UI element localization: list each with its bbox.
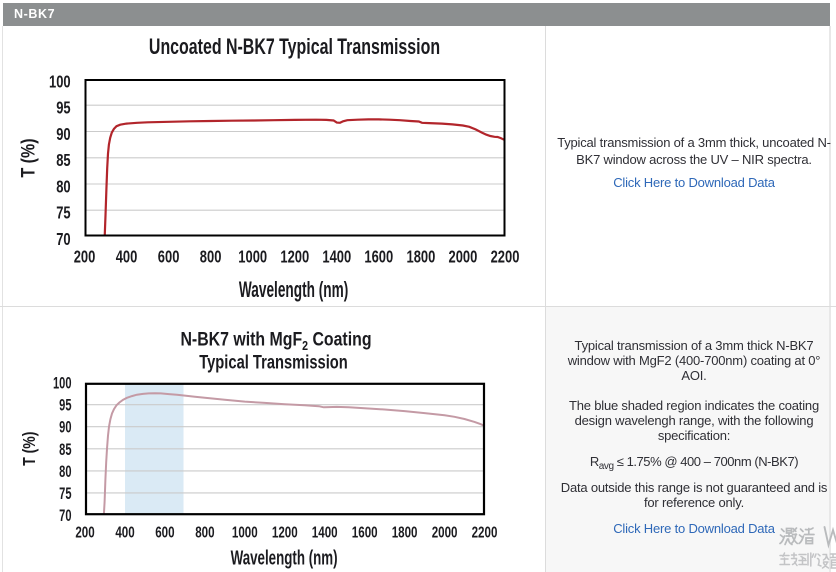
- svg-text:95: 95: [59, 395, 72, 414]
- svg-text:90: 90: [59, 417, 72, 436]
- svg-text:1800: 1800: [406, 247, 435, 267]
- svg-text:75: 75: [56, 204, 71, 224]
- svg-text:Wavelength (nm): Wavelength (nm): [239, 276, 348, 301]
- svg-text:Typical Transmission: Typical Transmission: [199, 351, 348, 374]
- svg-text:1800: 1800: [392, 522, 418, 540]
- svg-text:600: 600: [158, 247, 180, 267]
- svg-text:1000: 1000: [232, 522, 258, 540]
- svg-text:T (%): T (%): [17, 138, 39, 177]
- svg-text:Wavelength (nm): Wavelength (nm): [231, 546, 338, 570]
- svg-text:70: 70: [56, 230, 71, 250]
- svg-text:100: 100: [49, 72, 71, 92]
- svg-text:800: 800: [195, 522, 215, 540]
- svg-text:2000: 2000: [432, 522, 458, 540]
- svg-text:1400: 1400: [322, 247, 351, 267]
- svg-text:2200: 2200: [472, 522, 498, 540]
- svg-text:1600: 1600: [352, 522, 378, 540]
- svg-text:200: 200: [75, 522, 95, 540]
- svg-text:1200: 1200: [280, 247, 309, 267]
- svg-text:1600: 1600: [364, 247, 393, 267]
- svg-text:800: 800: [200, 247, 222, 267]
- svg-text:70: 70: [59, 506, 72, 525]
- svg-text:80: 80: [59, 462, 72, 481]
- svg-text:400: 400: [116, 247, 138, 267]
- svg-text:80: 80: [56, 177, 71, 197]
- svg-text:75: 75: [59, 484, 72, 503]
- svg-text:600: 600: [155, 522, 175, 540]
- svg-text:85: 85: [56, 151, 71, 171]
- svg-text:1000: 1000: [238, 247, 267, 267]
- svg-text:90: 90: [56, 125, 71, 145]
- svg-text:400: 400: [115, 522, 135, 540]
- svg-text:100: 100: [53, 373, 72, 392]
- svg-text:N-BK7 with MgF2 Coating: N-BK7 with MgF2 Coating: [180, 328, 371, 353]
- svg-text:200: 200: [74, 247, 96, 267]
- svg-text:Uncoated N-BK7 Typical Transmi: Uncoated N-BK7 Typical Transmission: [149, 35, 440, 59]
- svg-text:T (%): T (%): [21, 432, 40, 466]
- svg-text:2200: 2200: [491, 247, 520, 267]
- svg-text:1200: 1200: [272, 522, 298, 540]
- svg-text:2000: 2000: [448, 247, 477, 267]
- svg-text:95: 95: [56, 99, 71, 119]
- svg-text:1400: 1400: [312, 522, 338, 540]
- svg-text:85: 85: [59, 440, 72, 459]
